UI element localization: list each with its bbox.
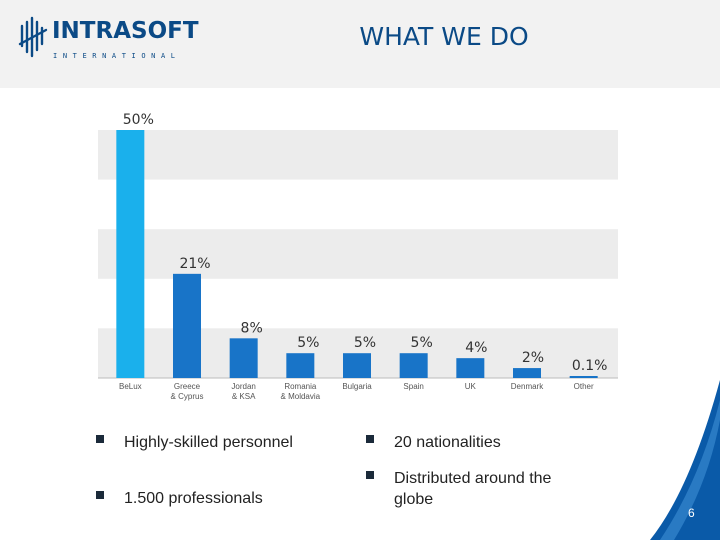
data-label: 5% <box>297 335 319 351</box>
bar <box>173 273 201 378</box>
category-label: Romania & Moldavia <box>281 382 321 401</box>
bar <box>456 358 485 378</box>
data-label: 50% <box>123 112 154 128</box>
bullet-text: Distributed around the globe <box>394 470 552 508</box>
bullet-item: 20 nationalities <box>366 432 594 453</box>
logo-subtext: INTERNATIONAL <box>53 52 181 60</box>
data-label: 8% <box>241 320 263 336</box>
bar <box>569 376 598 378</box>
data-label: 21% <box>179 256 210 272</box>
data-label: 5% <box>411 335 433 351</box>
bullet-item: Distributed around the globe <box>366 468 554 510</box>
bullet-item: Highly-skilled personnel <box>96 432 294 453</box>
bar <box>399 353 428 378</box>
bar <box>116 130 145 378</box>
logo-mark-icon <box>18 16 48 58</box>
bar <box>286 353 315 378</box>
bullet-text: Highly-skilled personnel <box>124 434 293 451</box>
grid-band <box>98 229 618 279</box>
bullet-square-icon <box>366 435 374 443</box>
bar <box>229 338 258 378</box>
corner-decoration <box>650 380 720 540</box>
category-label: Greece & Cyprus <box>171 382 204 401</box>
bullet-square-icon <box>96 491 104 499</box>
category-label: Spain <box>403 382 423 391</box>
category-label: BeLux <box>119 382 142 391</box>
bullet-text: 1.500 professionals <box>124 490 263 507</box>
logo-text: INTRASOFT <box>52 18 199 44</box>
data-label: 4% <box>465 340 487 356</box>
category-label: Denmark <box>511 382 544 391</box>
bullet-square-icon <box>96 435 104 443</box>
distribution-bar-chart: 50% BeLux 21% Greece & Cyprus 8% Jordan & KSA 5%… <box>98 112 618 401</box>
grid-band <box>98 130 618 180</box>
bullet-item: 1.500 professionals <box>96 488 324 509</box>
data-label: 5% <box>354 335 376 351</box>
data-label: 0.1% <box>572 358 608 374</box>
category-label: Jordan & KSA <box>231 382 256 401</box>
slide-title: WHAT WE DO <box>359 22 529 51</box>
category-label: UK <box>465 382 477 391</box>
category-label: Bulgaria <box>342 382 372 391</box>
page-number: 6 <box>688 506 695 520</box>
intrasoft-logo: INTRASOFT INTERNATIONAL <box>18 16 199 66</box>
category-label: Other <box>574 382 594 391</box>
bullet-text: 20 nationalities <box>394 434 501 451</box>
slide-header: INTRASOFT INTERNATIONAL WHAT WE DO <box>0 0 720 88</box>
bar <box>343 353 371 378</box>
bullet-square-icon <box>366 471 374 479</box>
bar <box>513 368 541 378</box>
data-label: 2% <box>522 350 544 366</box>
